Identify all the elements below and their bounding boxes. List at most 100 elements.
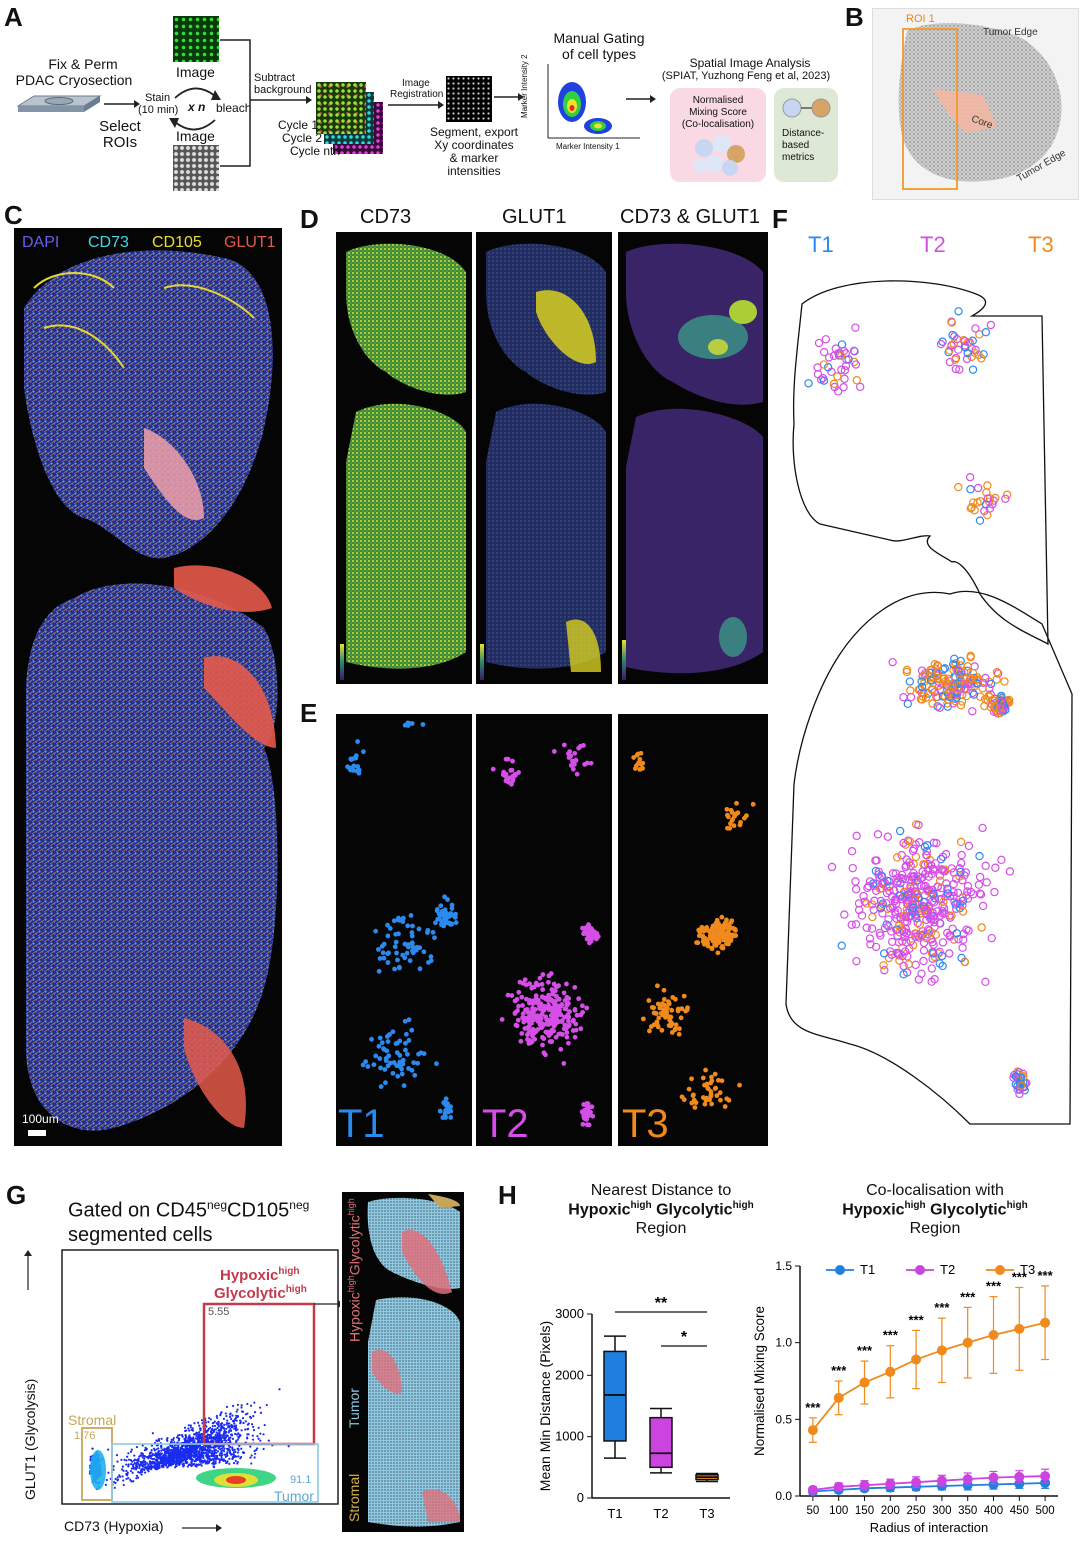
event-dot [210,1449,214,1453]
cell-point [681,993,687,999]
marker-x-text: Marker Intensity 1 [556,142,620,151]
event-dot [149,1465,152,1469]
cell-point [664,1005,670,1011]
cell-point [683,1008,689,1014]
event-dot [184,1456,187,1459]
event-dot [172,1448,175,1451]
cell-point [387,926,393,931]
cell-point [869,879,878,888]
cell-point [971,324,980,333]
event-dot [215,1439,218,1442]
cell-point [376,1043,382,1049]
cell-point [954,345,963,354]
cell-point [907,911,916,920]
cell-point [733,927,738,933]
event-dot [161,1448,165,1451]
cell-point [928,885,937,895]
cell-point [961,343,970,352]
event-dot [141,1456,144,1459]
arrow-icon [494,93,524,101]
spiat-text-2: (SPIAT, Yuzhong Feng et al, 2023) [661,70,831,82]
cell-point [875,928,885,938]
cell-point [522,977,528,983]
event-dot [152,1447,156,1450]
event-dot [143,1471,147,1474]
cell-point [434,1061,439,1067]
event-dot [231,1437,235,1441]
event-dot [229,1429,233,1432]
event-dot [246,1402,249,1406]
panel-label-h: H [498,1180,517,1210]
cell-point [561,1061,567,1066]
event-dot [212,1465,216,1469]
cell-point [410,923,415,929]
cell-point [399,1071,405,1077]
data-point-t2 [911,1477,922,1488]
event-dot [220,1456,223,1459]
cell-point [385,960,391,965]
cell-point [570,766,576,772]
significance-label: *** [1012,1269,1028,1284]
g-gly-label: Glycolytichigh [214,1284,307,1302]
dist-text-1: Distance- [782,128,825,139]
event-dot [122,1483,125,1487]
cell-point [403,1040,408,1046]
cell-point [696,927,702,933]
gated-text: Gated on CD45 [68,1199,207,1222]
cell-point [524,996,529,1002]
cell-point [550,998,555,1004]
event-dot [213,1449,216,1453]
cell-point [453,911,458,917]
cell-point [666,1001,672,1007]
cell-point [369,1036,374,1042]
cell-point [935,703,944,713]
image-top-text: Image [176,64,215,80]
line-x-tick-label: 250 [907,1505,926,1517]
cell-point [851,877,860,886]
event-dot [198,1455,201,1458]
legend-marker [915,1265,925,1275]
line-x-tick-label: 350 [958,1505,977,1517]
cell-point [883,832,893,841]
event-dot [165,1448,168,1451]
cell-point [448,912,454,918]
cell-point [965,675,974,685]
cell-point [409,1067,415,1073]
h-l2c: Glycolytic [925,1201,1007,1219]
cell-point [728,807,734,813]
cell-point [565,1012,571,1018]
event-dot [160,1449,163,1452]
cell-point [903,952,912,961]
event-dot [208,1459,211,1463]
cell-point [938,961,947,971]
cell-point [700,1075,706,1081]
panel-label-a: A [4,2,23,32]
cell-point [406,1017,412,1023]
cell-point [893,853,902,862]
line-y-tick-label: 0.0 [775,1489,792,1503]
event-dot [194,1464,197,1467]
event-dot [235,1419,238,1422]
cell-point [949,665,958,675]
event-dot [177,1455,180,1458]
cell-point [436,911,442,917]
cell-point [408,913,414,918]
cell-point [726,1097,732,1103]
cell-point [963,662,972,671]
event-dot [185,1457,188,1460]
cell-point [986,679,996,689]
cell-point [382,1067,388,1072]
cell-point [510,778,516,784]
line-y-tick-label: 0.5 [775,1412,792,1426]
event-dot [257,1426,260,1429]
event-dot [225,1414,228,1418]
cell-point [416,1051,421,1057]
event-dot [189,1452,192,1455]
event-dot [196,1421,200,1424]
cell-point [885,881,894,891]
cell-point [402,955,408,961]
gating-plot-thumb [547,64,640,139]
event-dot [287,1445,290,1448]
event-dot [263,1423,266,1427]
cell-point [381,941,387,947]
